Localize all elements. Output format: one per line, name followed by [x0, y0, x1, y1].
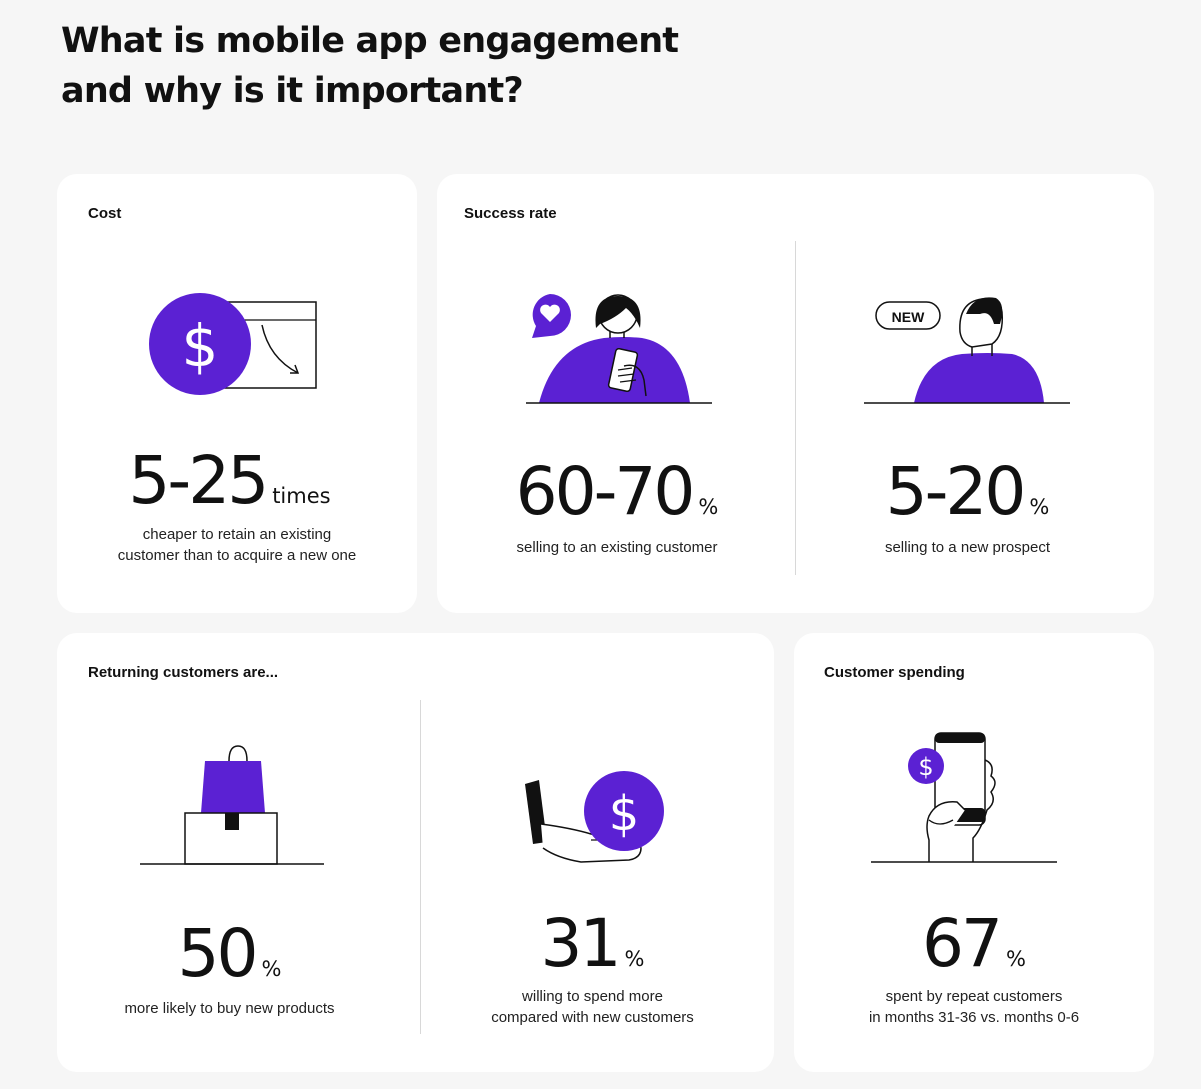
- cost-description: cheaper to retain an existing customer t…: [57, 524, 417, 566]
- existing-customer-unit: %: [698, 495, 719, 519]
- page-title-line2: and why is it important?: [61, 71, 524, 111]
- buy-unit: %: [261, 957, 282, 981]
- new-badge: NEW: [891, 309, 925, 325]
- existing-customer-stat: 60-70%: [437, 459, 797, 525]
- spending-card-title: Customer spending: [824, 664, 965, 681]
- svg-text:$: $: [182, 312, 219, 380]
- cost-desc-line2: customer than to acquire a new one: [117, 547, 357, 564]
- cost-unit: times: [272, 484, 331, 508]
- buy-stat: 50%: [57, 921, 402, 987]
- prospect-stat: 5-20%: [795, 459, 1140, 525]
- spending-stat: 67%: [794, 911, 1154, 977]
- spending-desc-line1: spent by repeat customers: [885, 988, 1063, 1005]
- success-card-title: Success rate: [464, 205, 557, 222]
- spending-description: spent by repeat customers in months 31-3…: [794, 986, 1154, 1028]
- buy-description: more likely to buy new products: [124, 1000, 335, 1017]
- returning-customers-card: Returning customers are... $ 50% more li…: [57, 633, 774, 1072]
- spend-value: 31: [540, 905, 622, 982]
- hand-with-coin-icon: $: [525, 771, 664, 863]
- returning-card-title: Returning customers are...: [88, 664, 279, 681]
- cost-card-title: Cost: [88, 205, 122, 222]
- cost-desc-line1: cheaper to retain an existing: [142, 526, 332, 543]
- svg-text:$: $: [609, 786, 640, 842]
- money-chart-icon: $: [149, 293, 317, 395]
- spend-description: willing to spend more compared with new …: [420, 986, 765, 1028]
- page-title: What is mobile app engagement and why is…: [61, 16, 679, 116]
- new-prospect-icon: [864, 297, 1070, 404]
- cost-card: Cost $ 5-25 times cheaper to retain an ex…: [57, 174, 417, 613]
- cost-stat: 5-25 times: [57, 448, 402, 514]
- phone-in-hand-icon: $: [871, 732, 1057, 863]
- spend-desc-line1: willing to spend more: [522, 988, 663, 1005]
- svg-text:$: $: [918, 753, 933, 781]
- spend-desc-line2: compared with new customers: [491, 1009, 694, 1026]
- customer-spending-card: Customer spending $ 67% spent by repeat …: [794, 633, 1154, 1072]
- spend-unit: %: [624, 947, 645, 971]
- cost-value: 5-25: [128, 442, 269, 519]
- spending-desc-line2: in months 31-36 vs. months 0-6: [868, 1009, 1080, 1026]
- prospect-unit: %: [1029, 495, 1050, 519]
- spending-value: 67: [922, 905, 1003, 982]
- page-title-line1: What is mobile app engagement: [61, 21, 679, 61]
- existing-customer-value: 60-70: [515, 453, 696, 530]
- spend-stat: 31%: [420, 911, 765, 977]
- buy-value: 50: [177, 915, 259, 992]
- prospect-description: selling to a new prospect: [884, 539, 1051, 556]
- prospect-value: 5-20: [885, 453, 1027, 530]
- success-divider: [795, 241, 796, 575]
- existing-customer-icon: [526, 294, 712, 404]
- spending-unit: %: [1006, 947, 1026, 971]
- success-rate-card: Success rate NEW 60-70% selling to an ex…: [437, 174, 1154, 613]
- existing-customer-description: selling to an existing customer: [516, 539, 718, 556]
- shopping-bag-icon: [140, 745, 324, 865]
- returning-divider: [420, 700, 421, 1034]
